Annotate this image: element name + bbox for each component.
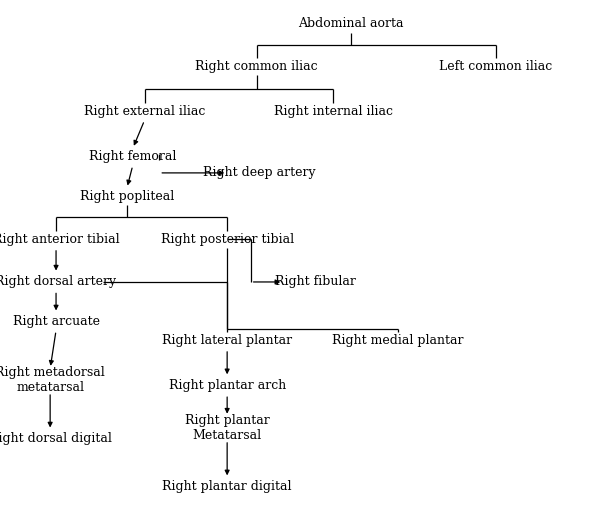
Text: Right metadorsal
metatarsal: Right metadorsal metatarsal	[0, 367, 105, 394]
Text: Right dorsal digital: Right dorsal digital	[0, 433, 112, 445]
Text: Right dorsal artery: Right dorsal artery	[0, 276, 117, 288]
Text: Right plantar digital: Right plantar digital	[162, 480, 292, 493]
Text: Right popliteal: Right popliteal	[80, 190, 174, 203]
Text: Abdominal aorta: Abdominal aorta	[299, 18, 404, 30]
Text: Right plantar arch: Right plantar arch	[169, 379, 286, 392]
Text: Right medial plantar: Right medial plantar	[333, 334, 464, 347]
Text: Right common iliac: Right common iliac	[195, 60, 318, 73]
Text: Right arcuate: Right arcuate	[12, 315, 100, 328]
Text: Right lateral plantar: Right lateral plantar	[162, 334, 292, 347]
Text: Right femoral: Right femoral	[89, 151, 176, 163]
Text: Right deep artery: Right deep artery	[204, 167, 316, 179]
Text: Right posterior tibial: Right posterior tibial	[160, 233, 294, 246]
Text: Right plantar
Metatarsal: Right plantar Metatarsal	[185, 414, 270, 442]
Text: Right internal iliac: Right internal iliac	[274, 105, 393, 118]
Text: Left common iliac: Left common iliac	[439, 60, 552, 73]
Text: Right anterior tibial: Right anterior tibial	[0, 233, 119, 246]
Text: Right fibular: Right fibular	[275, 276, 356, 288]
Text: Right external iliac: Right external iliac	[84, 105, 205, 118]
